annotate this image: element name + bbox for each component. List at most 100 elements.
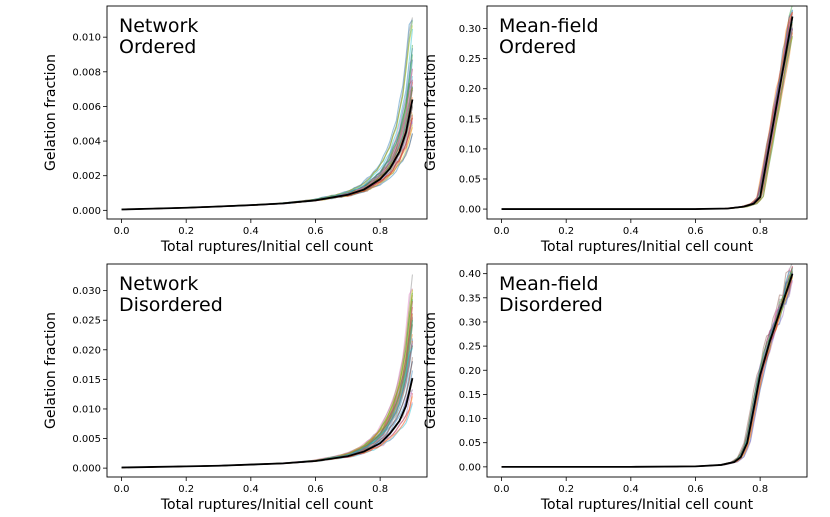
sample-run-line: [121, 389, 413, 469]
panel-title-line: Ordered: [499, 36, 576, 58]
sample-run-line: [121, 370, 413, 469]
sample-run-line: [501, 37, 793, 210]
y-axis-label: Gelation fraction: [423, 312, 439, 429]
panel-network-ordered: 0.0 0.2 0.4 0.6 0.8 0.000 0.002 0.004 0.006 0.008…: [43, 5, 428, 255]
sample-run-line: [121, 401, 413, 469]
y-tick-label: 0.008: [72, 67, 101, 78]
x-tick-label: 0.0: [114, 484, 130, 495]
y-tick-label: 0.015: [72, 375, 101, 386]
y-tick-label: 0.00: [459, 462, 481, 473]
y-tick-label: 0.15: [459, 114, 481, 125]
sample-run-line: [121, 104, 413, 211]
sample-run-line: [121, 117, 413, 211]
sample-run-line: [121, 377, 413, 469]
y-axis-label: Gelation fraction: [43, 54, 59, 171]
y-tick-label: 0.10: [459, 414, 481, 425]
y-tick-label: 0.15: [459, 390, 481, 401]
y-tick-label: 0.25: [459, 54, 481, 65]
panel-title-line: Disordered: [119, 294, 223, 316]
y-tick-label: 0.25: [459, 342, 481, 353]
sample-run-line: [121, 133, 413, 211]
mean-curve: [501, 273, 794, 468]
y-axis-label: Gelation fraction: [43, 312, 59, 429]
sample-run-line: [121, 378, 413, 469]
sample-run-line: [121, 86, 413, 211]
y-tick-label: 0.40: [459, 269, 481, 280]
panel-meanfield-disordered: 0.0 0.2 0.4 0.6 0.8 0.00 0.05 0.10 0.15 0.20 0.25 0…: [423, 263, 808, 513]
sample-run-line: [501, 32, 793, 210]
sample-run-line: [121, 114, 413, 210]
x-tick-label: 0.8: [752, 226, 768, 237]
y-tick-label: 0.002: [72, 171, 101, 182]
x-tick-label: 0.8: [752, 484, 768, 495]
sample-run-line: [121, 85, 413, 211]
y-tick-label: 0.005: [72, 434, 101, 445]
panel-title-line: Ordered: [119, 36, 196, 58]
sample-run-line: [121, 87, 413, 211]
sample-run-line: [121, 124, 413, 211]
y-tick-label: 0.000: [72, 206, 101, 217]
panel-title-line: Mean-field: [499, 15, 599, 37]
y-tick-label: 0.20: [459, 84, 481, 95]
x-tick-label: 0.2: [178, 484, 194, 495]
sample-run-line: [121, 294, 413, 469]
sample-run-line: [121, 389, 413, 469]
x-tick-label: 0.6: [688, 226, 704, 237]
panel-title-line: Mean-field: [499, 273, 599, 295]
sample-run-line: [121, 111, 413, 210]
panel-title-line: Network: [119, 273, 198, 295]
x-tick-label: 0.2: [558, 226, 574, 237]
y-tick-label: 0.000: [72, 464, 101, 475]
x-tick-label: 0.6: [308, 484, 324, 495]
sample-run-line: [121, 97, 413, 211]
axes-frame: [106, 263, 428, 478]
panel-network-disordered: 0.0 0.2 0.4 0.6 0.8 0.000 0.005 0.010 0.015 0.020…: [43, 263, 428, 513]
y-tick-label: 0.35: [459, 293, 481, 304]
y-tick-label: 0.05: [459, 174, 481, 185]
x-tick-label: 0.8: [372, 226, 388, 237]
mean-curve: [121, 377, 414, 469]
x-tick-label: 0.4: [243, 226, 259, 237]
y-tick-label: 0.10: [459, 144, 481, 155]
sample-run-line: [121, 393, 413, 469]
sample-run-line: [121, 121, 413, 211]
y-tick-label: 0.010: [72, 404, 101, 415]
sample-run-line: [121, 88, 413, 210]
sample-run-line: [121, 391, 413, 469]
y-tick-label: 0.20: [459, 366, 481, 377]
sample-run-line: [121, 106, 413, 211]
y-tick-label: 0.025: [72, 316, 101, 327]
mean-curve: [501, 16, 794, 210]
x-tick-label: 0.4: [623, 226, 639, 237]
sample-run-line: [121, 133, 413, 211]
sample-run-line: [121, 105, 413, 211]
x-tick-label: 0.0: [114, 226, 130, 237]
y-tick-label: 0.05: [459, 438, 481, 449]
y-tick-label: 0.30: [459, 317, 481, 328]
panel-title-line: Disordered: [499, 294, 603, 316]
x-tick-label: 0.4: [623, 484, 639, 495]
y-tick-label: 0.004: [72, 137, 101, 148]
y-tick-label: 0.030: [72, 286, 101, 297]
x-tick-label: 0.0: [494, 484, 510, 495]
y-tick-label: 0.020: [72, 345, 101, 356]
axes-frame: [106, 5, 428, 220]
x-axis-label: Total ruptures/Initial cell count: [540, 497, 754, 513]
y-axis-label: Gelation fraction: [423, 54, 439, 171]
sample-run-line: [121, 115, 413, 210]
y-tick-label: 0.30: [459, 24, 481, 35]
mean-curve: [121, 99, 414, 211]
sample-run-line: [501, 32, 793, 210]
x-tick-label: 0.6: [688, 484, 704, 495]
x-axis-label: Total ruptures/Initial cell count: [540, 239, 754, 255]
x-tick-label: 0.8: [372, 484, 388, 495]
sample-run-line: [121, 396, 413, 469]
panel-title-line: Network: [119, 15, 198, 37]
sample-run-line: [121, 82, 413, 211]
x-tick-label: 0.4: [243, 484, 259, 495]
x-axis-label: Total ruptures/Initial cell count: [160, 239, 374, 255]
sample-run-line: [121, 89, 413, 211]
y-tick-label: 0.006: [72, 102, 101, 113]
sample-run-line: [121, 116, 413, 210]
